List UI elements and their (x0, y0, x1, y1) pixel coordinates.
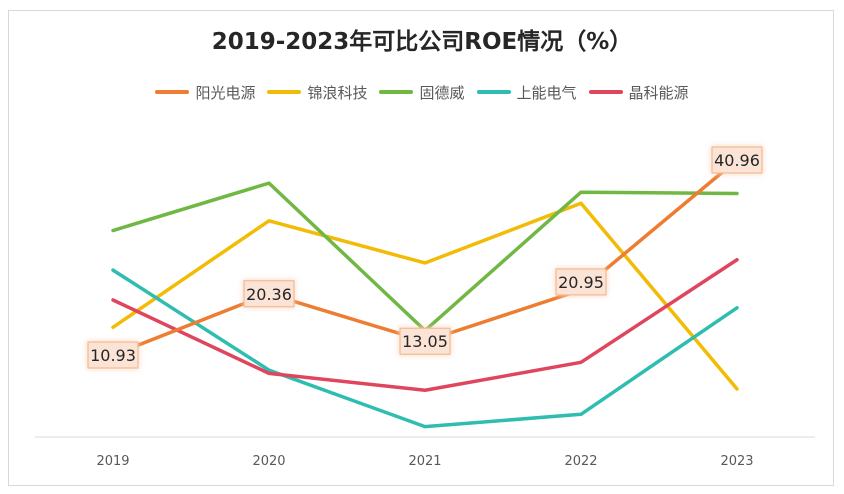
chart-legend: 阳光电源 锦浪科技 固德威 上能电气 晶科能源 (0, 80, 844, 104)
data-label-box-0 (87, 341, 139, 369)
x-tick-label-2021: 2021 (408, 454, 441, 469)
legend-label-3: 上能电气 (516, 83, 577, 102)
x-tick-label-2022: 2022 (564, 454, 597, 469)
data-label-0: 10.93 (90, 346, 136, 365)
legend-label-1: 锦浪科技 (307, 83, 368, 102)
legend-label-0: 阳光电源 (195, 83, 256, 102)
legend-label-4: 晶科能源 (628, 83, 689, 102)
data-label-2: 13.05 (402, 332, 448, 351)
x-tick-label-2023: 2023 (720, 454, 753, 469)
legend-item-1: 锦浪科技 (267, 82, 367, 103)
data-label-box-4 (711, 146, 763, 174)
series-line-0 (111, 158, 739, 357)
legend-swatch-1 (267, 90, 302, 94)
legend-item-0: 阳光电源 (155, 82, 255, 103)
legend-item-2: 固德威 (379, 82, 465, 103)
data-label-4: 40.96 (714, 151, 760, 170)
x-tick-label-2019: 2019 (96, 454, 129, 469)
legend-label-2: 固德威 (419, 83, 465, 102)
chart-frame (8, 10, 834, 486)
data-label-1: 20.36 (246, 285, 292, 304)
data-label-box-2 (399, 327, 451, 355)
legend-item-3: 上能电气 (476, 82, 577, 103)
data-label-3: 20.95 (558, 273, 604, 292)
x-tick-label-2020: 2020 (252, 454, 285, 469)
legend-swatch-4 (588, 90, 623, 94)
legend-swatch-0 (155, 90, 190, 94)
legend-item-4: 晶科能源 (588, 82, 689, 103)
data-label-box-1 (243, 280, 295, 308)
chart-title: 2019-2023年可比公司ROE情况（%） (211, 29, 633, 55)
data-label-box-3 (555, 268, 607, 296)
series-line-1 (111, 201, 739, 391)
legend-swatch-2 (379, 90, 414, 94)
series-line-2 (111, 181, 739, 333)
series-line-4 (111, 257, 739, 393)
legend-swatch-3 (476, 90, 511, 94)
series-line-3 (111, 268, 739, 429)
